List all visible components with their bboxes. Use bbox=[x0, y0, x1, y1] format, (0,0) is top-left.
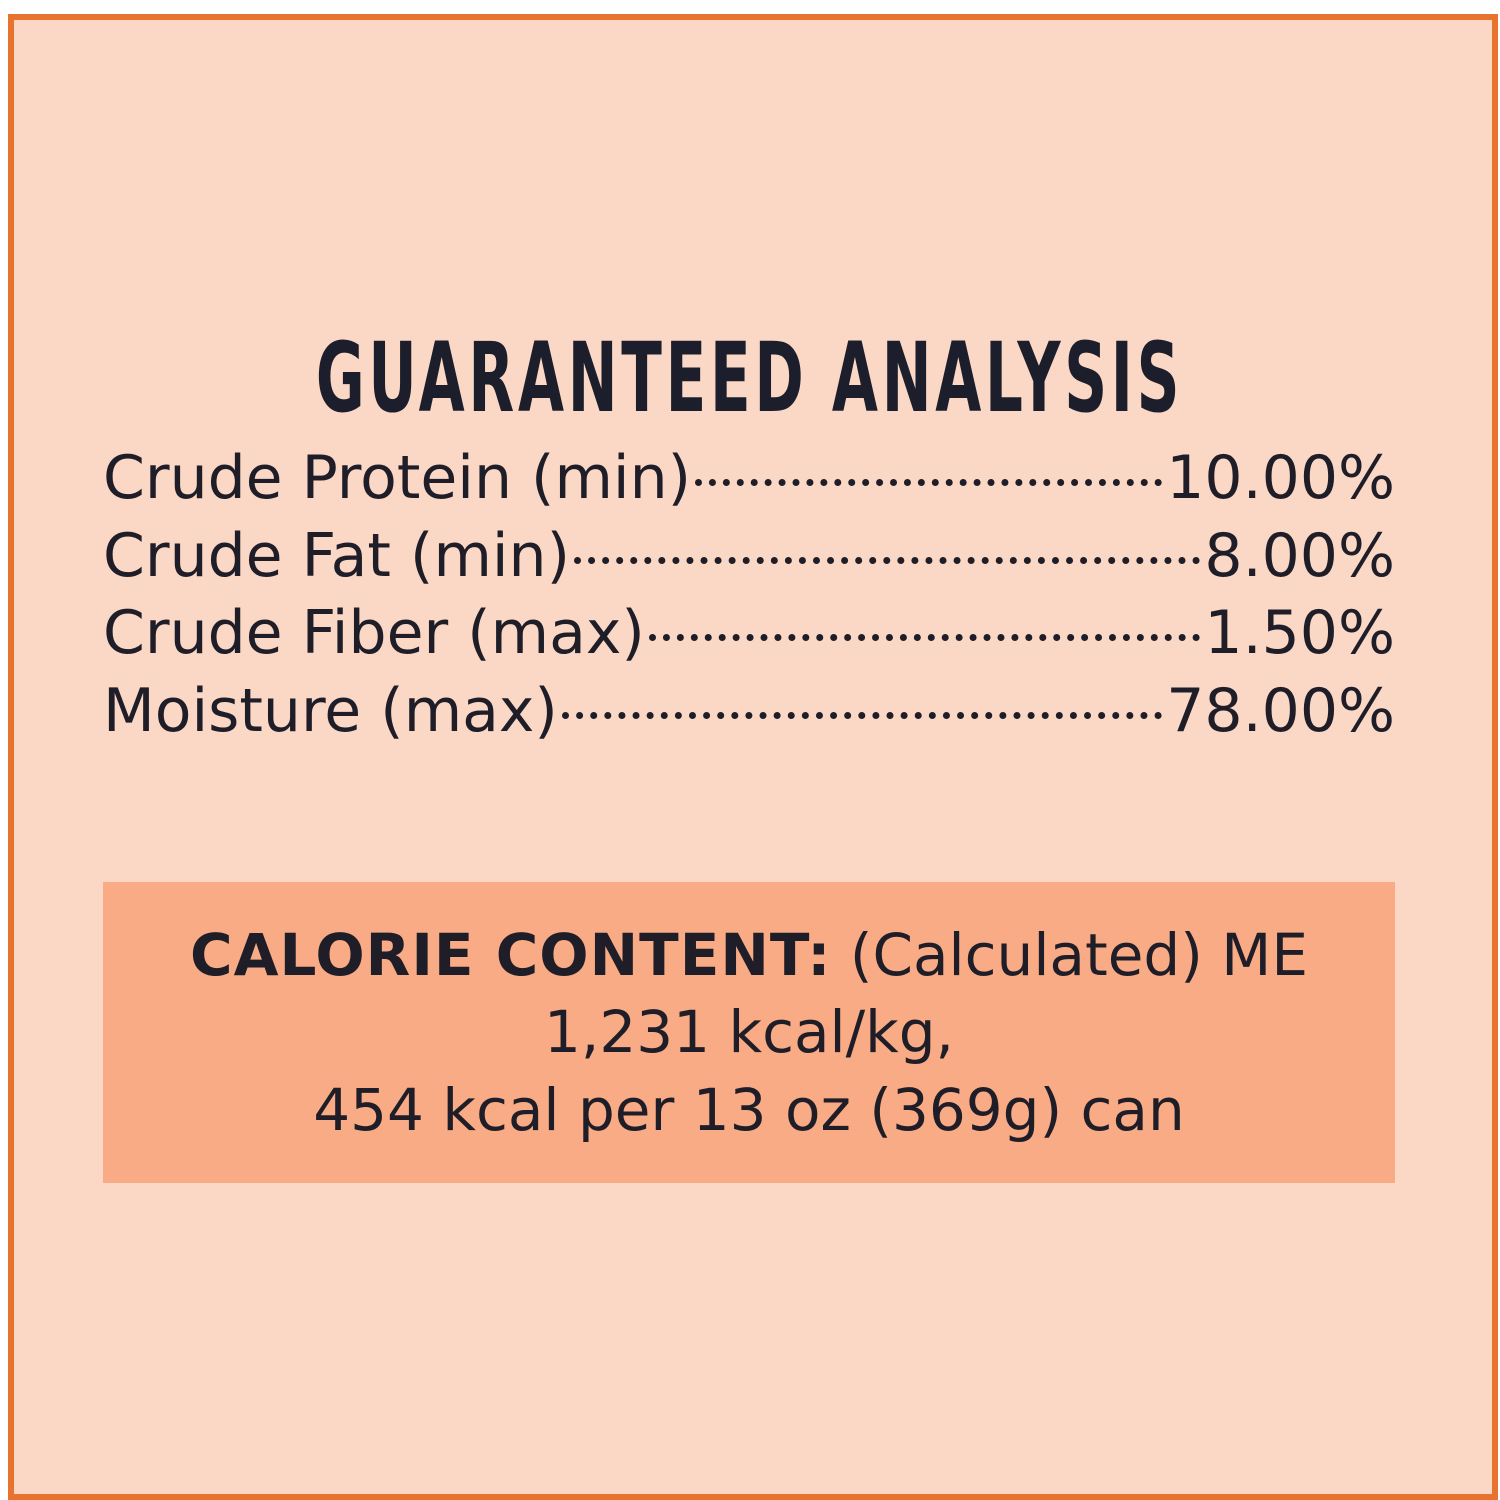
nutrient-value: 8.00% bbox=[1204, 520, 1395, 591]
calorie-content-box: CALORIE CONTENT: (Calculated) ME 1,231 k… bbox=[103, 882, 1395, 1183]
dot-leader bbox=[561, 711, 1163, 719]
analysis-row: Crude Protein (min) 10.00% bbox=[103, 440, 1395, 518]
title: GUARANTEED ANALYSIS bbox=[0, 322, 1500, 434]
calorie-line-1: CALORIE CONTENT: (Calculated) ME bbox=[103, 916, 1395, 994]
nutrient-label: Crude Protein (min) bbox=[103, 443, 692, 513]
calorie-line-3: 454 kcal per 13 oz (369g) can bbox=[313, 1076, 1185, 1144]
dot-leader bbox=[574, 556, 1201, 564]
nutrient-value: 78.00% bbox=[1166, 675, 1395, 746]
dot-leader bbox=[695, 479, 1163, 486]
calorie-method: (Calculated) ME bbox=[831, 921, 1308, 989]
nutrient-label: Moisture (max) bbox=[103, 675, 558, 746]
nutrient-label: Crude Fiber (max) bbox=[103, 598, 645, 668]
analysis-row: Crude Fiber (max) 1.50% bbox=[103, 595, 1395, 673]
calorie-line-2: 1,231 kcal/kg, bbox=[544, 998, 954, 1066]
calorie-heading: CALORIE CONTENT: bbox=[190, 921, 832, 989]
label-frame bbox=[8, 14, 1498, 1500]
nutrient-label: Crude Fat (min) bbox=[103, 520, 570, 591]
dot-leader bbox=[648, 634, 1201, 641]
nutrient-value: 10.00% bbox=[1166, 443, 1395, 513]
title-text: GUARANTEED ANALYSIS bbox=[316, 322, 1184, 434]
analysis-row: Moisture (max) 78.00% bbox=[103, 673, 1395, 751]
analysis-list: Crude Protein (min) 10.00% Crude Fat (min… bbox=[103, 440, 1395, 750]
nutrient-value: 1.50% bbox=[1204, 598, 1395, 668]
analysis-row: Crude Fat (min) 8.00% bbox=[103, 518, 1395, 596]
